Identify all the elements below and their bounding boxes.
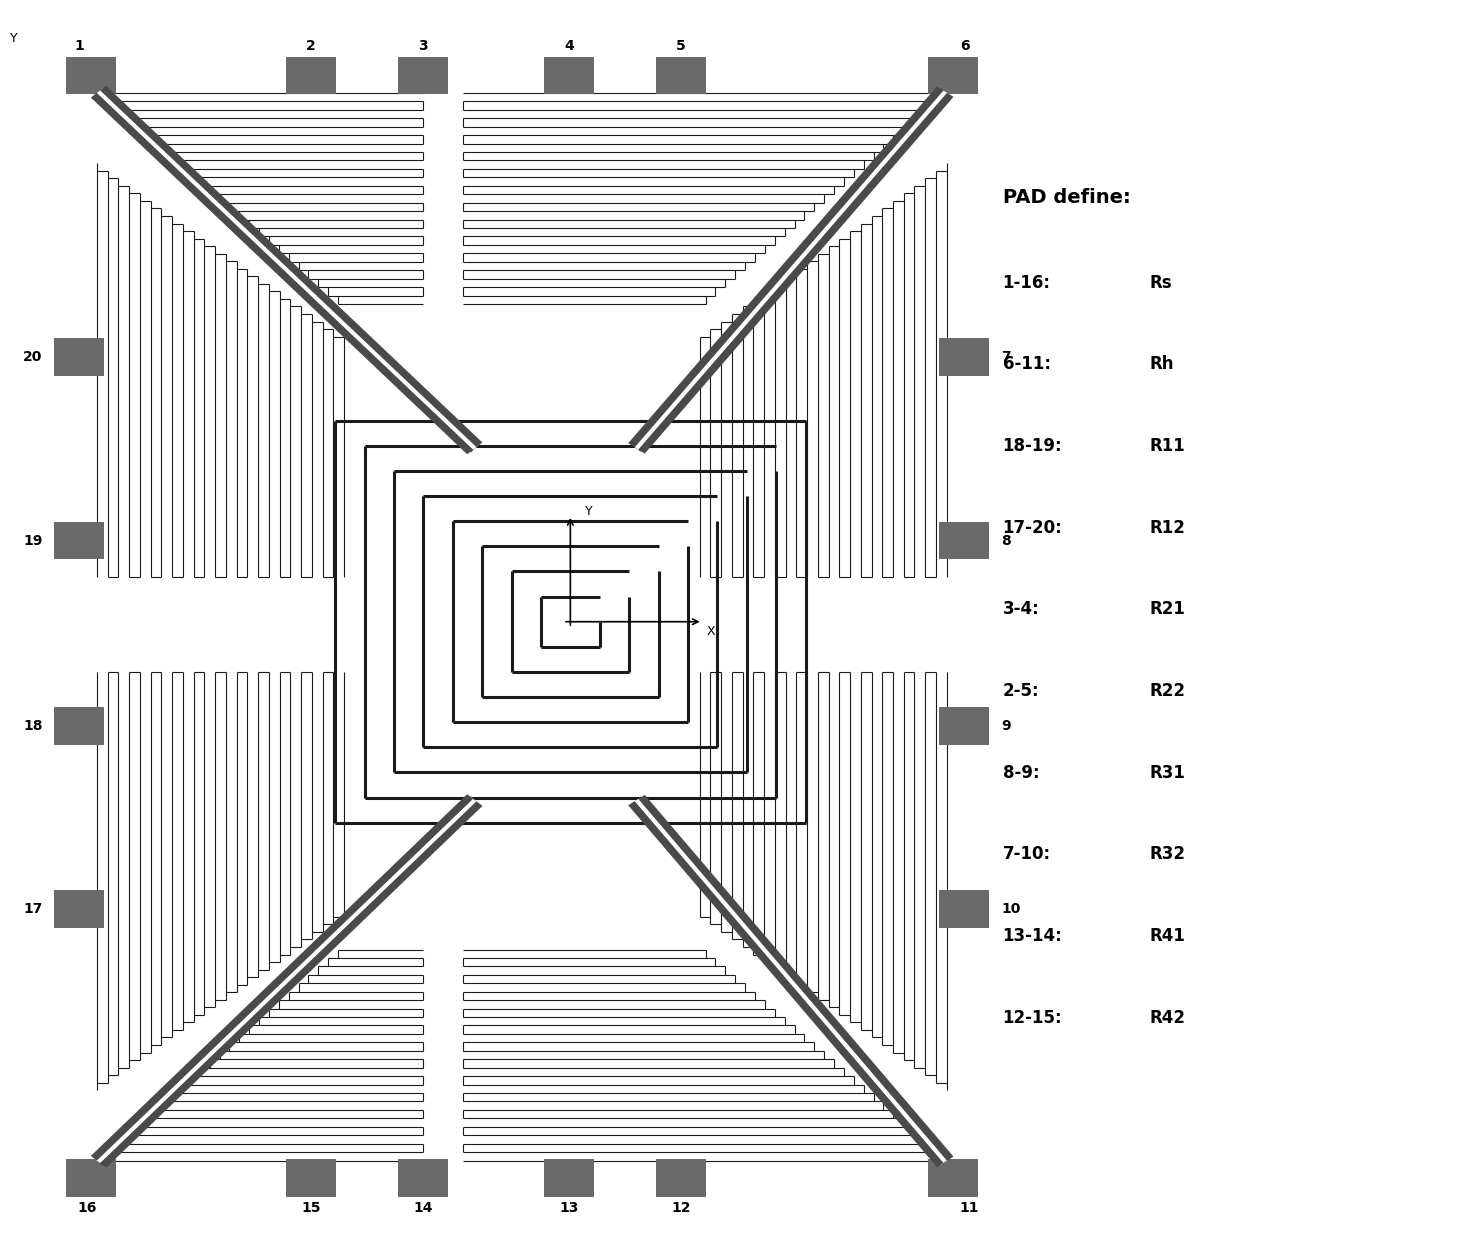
Bar — [544, 1159, 594, 1197]
Bar — [398, 57, 448, 94]
Text: 16: 16 — [76, 1201, 97, 1215]
Text: 2: 2 — [306, 39, 316, 53]
Bar — [939, 891, 989, 928]
Text: 7-10:: 7-10: — [1003, 845, 1051, 863]
Text: 17-20:: 17-20: — [1003, 519, 1063, 536]
Polygon shape — [91, 794, 482, 1168]
Text: Rs: Rs — [1150, 274, 1172, 291]
Text: 12-15:: 12-15: — [1003, 1009, 1063, 1026]
Polygon shape — [628, 795, 954, 1167]
Text: R41: R41 — [1150, 927, 1185, 945]
Text: 11: 11 — [960, 1201, 979, 1215]
Polygon shape — [635, 90, 947, 450]
Bar — [66, 57, 116, 94]
Polygon shape — [97, 799, 476, 1163]
Text: Y: Y — [10, 33, 18, 45]
Text: R12: R12 — [1150, 519, 1185, 536]
Text: 9: 9 — [1001, 718, 1011, 734]
Text: 13-14:: 13-14: — [1003, 927, 1063, 945]
Bar — [54, 707, 104, 745]
Bar — [54, 338, 104, 377]
Text: R31: R31 — [1150, 764, 1185, 781]
Text: 6-11:: 6-11: — [1003, 355, 1051, 373]
Text: R21: R21 — [1150, 600, 1185, 618]
Text: R22: R22 — [1150, 682, 1185, 700]
Text: 15: 15 — [301, 1201, 320, 1215]
Bar — [939, 707, 989, 745]
Text: 7: 7 — [1001, 350, 1011, 364]
Text: 19: 19 — [24, 534, 43, 548]
Text: 5: 5 — [676, 39, 686, 53]
Text: 18-19:: 18-19: — [1003, 437, 1063, 455]
Text: 12: 12 — [672, 1201, 691, 1215]
Text: 6: 6 — [960, 39, 970, 53]
Text: 4: 4 — [564, 39, 575, 53]
Bar — [939, 338, 989, 377]
Text: Rh: Rh — [1150, 355, 1175, 373]
Text: 20: 20 — [24, 350, 43, 364]
Bar — [66, 1159, 116, 1197]
Bar — [656, 1159, 706, 1197]
Bar — [398, 1159, 448, 1197]
Bar — [54, 891, 104, 928]
Text: 3: 3 — [417, 39, 428, 53]
Text: 1-16:: 1-16: — [1003, 274, 1051, 291]
Text: 8: 8 — [1001, 534, 1011, 548]
Polygon shape — [635, 799, 947, 1163]
Text: PAD define:: PAD define: — [1003, 188, 1130, 207]
Bar — [928, 1159, 978, 1197]
Polygon shape — [91, 85, 482, 455]
Text: R11: R11 — [1150, 437, 1185, 455]
Text: X: X — [707, 625, 716, 638]
Polygon shape — [628, 87, 954, 453]
Text: 13: 13 — [560, 1201, 579, 1215]
Polygon shape — [97, 90, 476, 450]
Text: 10: 10 — [1001, 902, 1020, 916]
Text: Y: Y — [585, 505, 592, 517]
Bar — [656, 57, 706, 94]
Text: 14: 14 — [413, 1201, 432, 1215]
Text: 2-5:: 2-5: — [1003, 682, 1039, 700]
Text: R42: R42 — [1150, 1009, 1185, 1026]
Bar — [544, 57, 594, 94]
Bar — [285, 57, 335, 94]
Text: R32: R32 — [1150, 845, 1185, 863]
Text: 18: 18 — [24, 718, 43, 734]
Text: 3-4:: 3-4: — [1003, 600, 1039, 618]
Bar — [285, 1159, 335, 1197]
Bar — [54, 521, 104, 559]
Bar — [939, 521, 989, 559]
Bar — [928, 57, 978, 94]
Text: 1: 1 — [74, 39, 84, 53]
Text: 8-9:: 8-9: — [1003, 764, 1039, 781]
Text: 17: 17 — [24, 902, 43, 916]
